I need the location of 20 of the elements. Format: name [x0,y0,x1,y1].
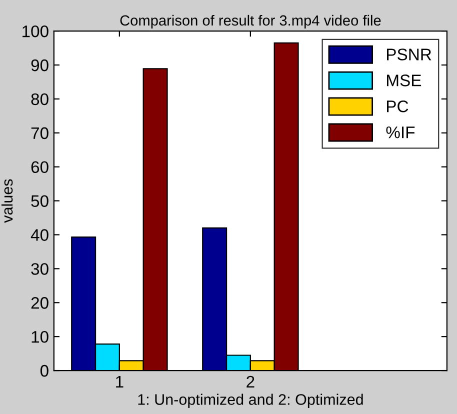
legend-label: PC [387,100,408,112]
x-tick-label: 2 [246,376,254,388]
y-tick-label: 30 [31,263,48,275]
y-axis-title: values [1,179,13,223]
y-tick-label: 60 [31,161,48,174]
y-tick-label: 40 [30,229,48,241]
y-tick-label: 80 [31,93,48,106]
x-tick-label: 1 [116,376,124,388]
legend-label: PSNR [387,48,432,60]
y-tick-label: 100 [22,25,48,38]
y-tick-label: 90 [31,59,48,72]
y-tick-label: 70 [31,127,48,140]
legend-label: %IF [386,126,415,138]
x-axis-title: 1: Un-optimized and 2: Optimized [138,394,363,408]
chart-title: Comparison of result for 3.mp4 video file [120,14,381,29]
y-tick-label: 0 [40,364,48,377]
y-tick-label: 10 [32,330,48,343]
y-tick-label: 50 [31,195,48,207]
legend-label: MSE [387,74,422,86]
y-tick-label: 20 [31,297,48,309]
